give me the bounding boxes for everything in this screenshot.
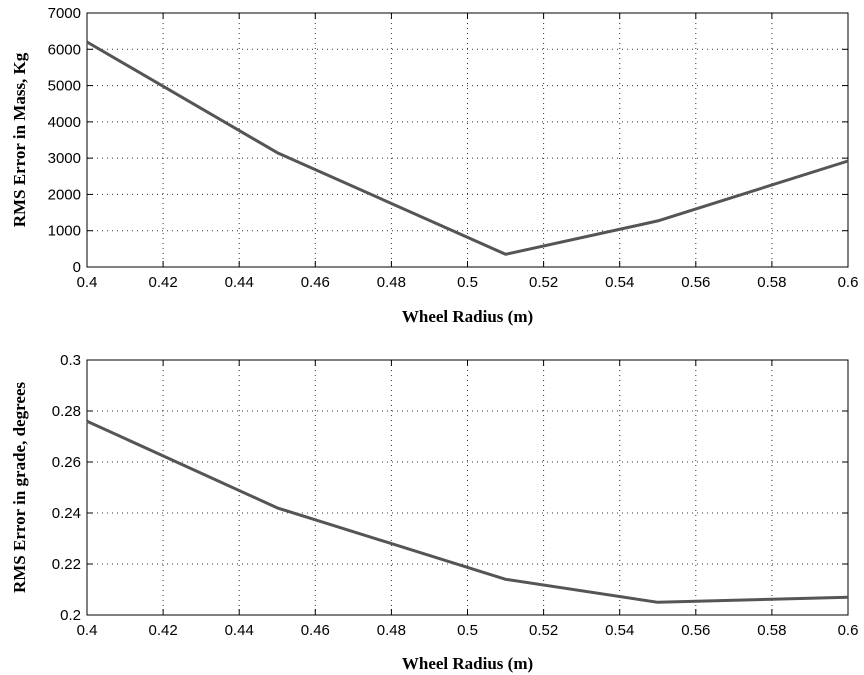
x-tick-label: 0.42 — [148, 622, 177, 639]
x-tick-label: 0.42 — [148, 274, 177, 291]
x-tick-label: 0.54 — [605, 622, 634, 639]
x-tick-label: 0.56 — [681, 622, 710, 639]
y-axis-title: RMS Error in grade, degrees — [10, 382, 29, 593]
y-tick-label: 0.24 — [52, 505, 81, 522]
x-axis-title: Wheel Radius (m) — [402, 307, 533, 326]
y-tick-label: 2000 — [48, 186, 81, 203]
y-tick-label: 0.26 — [52, 454, 81, 471]
x-tick-label: 0.58 — [757, 622, 786, 639]
x-tick-label: 0.44 — [225, 622, 254, 639]
x-tick-label: 0.58 — [757, 274, 786, 291]
y-tick-label: 4000 — [48, 114, 81, 131]
y-tick-label: 6000 — [48, 41, 81, 58]
x-tick-label: 0.52 — [529, 274, 558, 291]
y-tick-label: 0 — [73, 259, 81, 276]
y-tick-label: 0.2 — [60, 607, 81, 624]
y-tick-label: 0.28 — [52, 403, 81, 420]
x-tick-label: 0.52 — [529, 622, 558, 639]
plot-frame — [86, 359, 849, 616]
x-tick-label: 0.4 — [77, 274, 98, 291]
y-tick-label: 1000 — [48, 223, 81, 240]
grade-error-chart: 0.4 0.42 0.44 0.46 0.48 0.5 0.52 0.54 0.56 0.58 0.… — [10, 352, 858, 673]
y-tick-label: 3000 — [48, 150, 81, 167]
x-tick-label: 0.56 — [681, 274, 710, 291]
x-tick-label: 0.4 — [77, 622, 98, 639]
x-tick-label: 0.46 — [301, 274, 330, 291]
mass-error-chart: 0.4 0.42 0.44 0.46 0.48 0.5 0.52 0.54 0.56 0.58 0.… — [10, 5, 858, 326]
x-axis-title: Wheel Radius (m) — [402, 654, 533, 673]
x-tick-label: 0.6 — [838, 622, 859, 639]
series-line — [86, 40, 849, 256]
x-tick-label: 0.6 — [838, 274, 859, 291]
x-tick-label: 0.48 — [377, 274, 406, 291]
x-tick-label: 0.48 — [377, 622, 406, 639]
x-tick-label: 0.5 — [457, 274, 478, 291]
series-line — [86, 419, 849, 604]
x-tick-label: 0.44 — [225, 274, 254, 291]
y-axis-title: RMS Error in Mass, Kg — [10, 52, 29, 227]
y-tick-label: 0.22 — [52, 556, 81, 573]
x-tick-label: 0.46 — [301, 622, 330, 639]
y-tick-label: 5000 — [48, 78, 81, 95]
x-tick-label: 0.54 — [605, 274, 634, 291]
y-tick-label: 7000 — [48, 5, 81, 22]
y-tick-label: 0.3 — [60, 352, 81, 369]
x-tick-label: 0.5 — [457, 622, 478, 639]
